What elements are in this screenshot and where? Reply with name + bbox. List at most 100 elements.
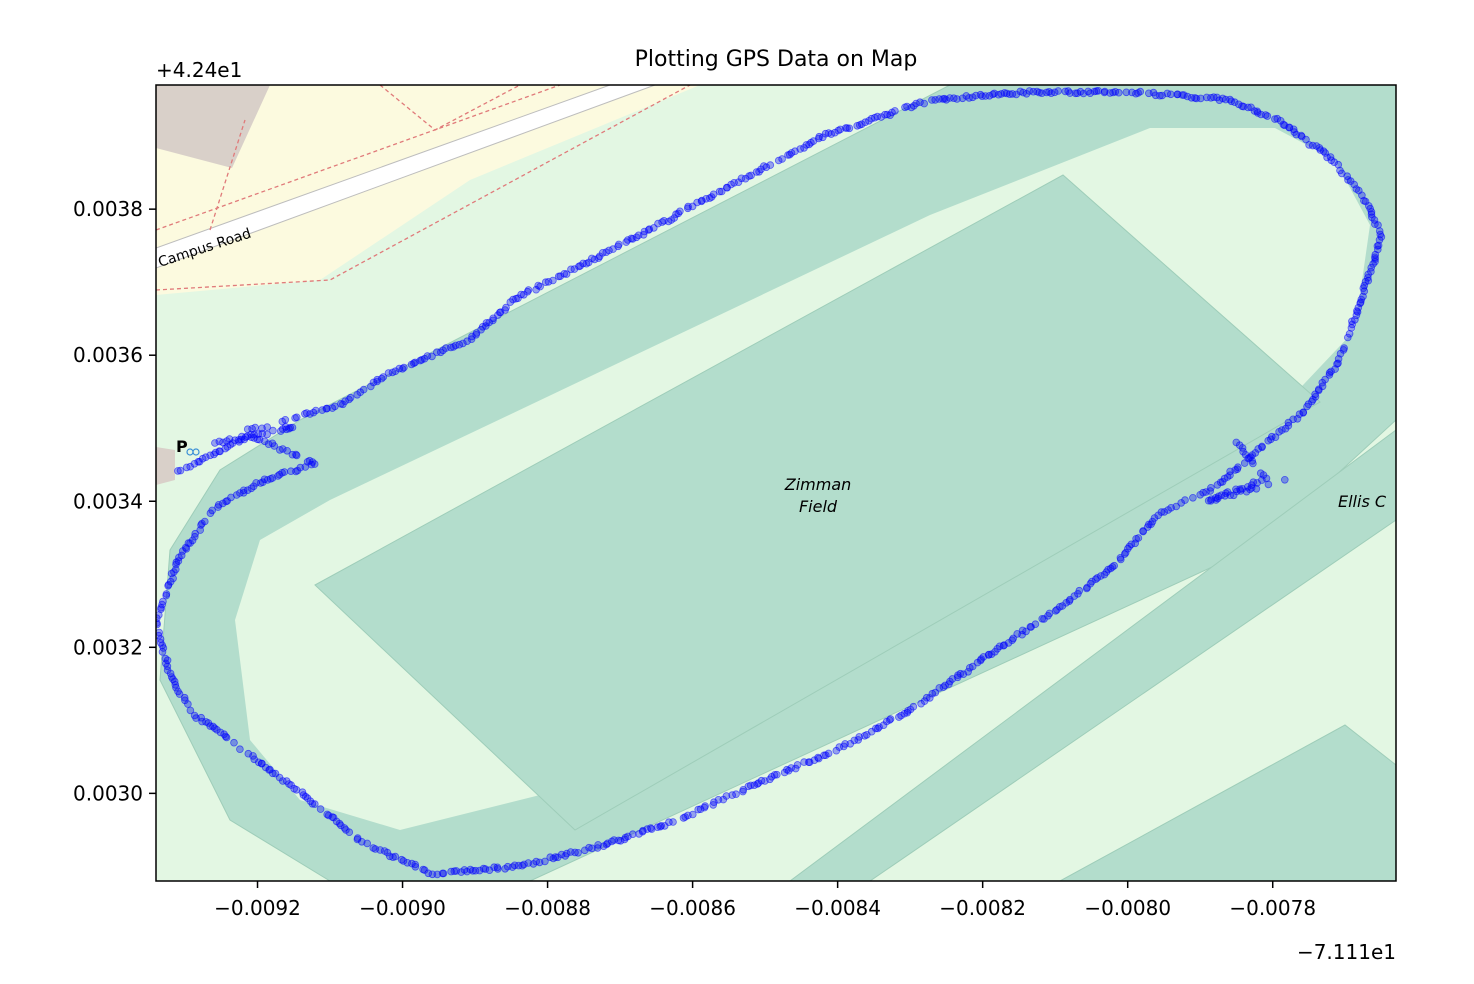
gps-point (958, 94, 967, 103)
gps-point (688, 810, 697, 819)
gps-point (1345, 329, 1354, 338)
gps-point (1160, 508, 1169, 516)
gps-point (752, 168, 761, 176)
gps-point (1254, 445, 1262, 453)
gps-point (316, 805, 325, 813)
gps-point (1122, 88, 1131, 97)
gps-point (1340, 344, 1348, 352)
gps-point (1258, 442, 1266, 451)
gps-point (669, 818, 677, 826)
campus-road (156, 85, 656, 269)
gps-point (553, 853, 562, 862)
gps-point (239, 488, 248, 497)
gps-point (345, 828, 354, 836)
gps-point (292, 451, 301, 460)
gps-point (1128, 88, 1136, 97)
gps-point (1073, 89, 1082, 97)
gps-point (239, 486, 248, 495)
gps-point (1093, 574, 1102, 582)
gps-point (383, 848, 392, 857)
gps-point (489, 316, 497, 325)
x-tick-label: −0.0084 (794, 896, 881, 920)
gps-point (644, 226, 653, 234)
adjacent-pitch-2 (1059, 724, 1396, 881)
gps-point (475, 866, 484, 875)
gps-point (588, 844, 596, 853)
gps-point (580, 846, 589, 855)
gps-point (263, 430, 271, 439)
gps-point (722, 183, 731, 192)
gps-point (439, 869, 448, 878)
gps-point (881, 110, 889, 119)
gps-point (1281, 475, 1289, 484)
gps-point (1375, 227, 1384, 235)
gps-point (906, 705, 915, 714)
gps-point (920, 99, 928, 108)
gps-point (977, 655, 985, 663)
gps-point (886, 715, 895, 723)
gps-point (174, 467, 182, 475)
gps-point (395, 364, 404, 373)
gps-point (544, 277, 553, 286)
gps-point (1367, 267, 1375, 276)
gps-point (554, 272, 563, 281)
gps-point (549, 276, 557, 285)
gps-point (1090, 87, 1099, 96)
gps-point (603, 839, 612, 848)
gps-point (278, 777, 287, 785)
gps-point (1264, 480, 1273, 489)
gps-point (384, 369, 393, 377)
gps-point (328, 404, 337, 412)
y-tick-label: 0.0030 (73, 781, 143, 805)
gps-point (399, 857, 408, 865)
x-tick-label: −0.0086 (649, 896, 736, 920)
gps-point (467, 335, 476, 344)
gps-point (493, 865, 502, 873)
gps-point (1235, 441, 1244, 450)
gps-point (184, 700, 192, 708)
gps-point (366, 382, 375, 391)
gps-point (202, 453, 210, 462)
gps-point (260, 437, 269, 446)
gps-point (1075, 586, 1084, 595)
gps-point (770, 771, 779, 779)
gps-point (236, 745, 244, 753)
gps-point (1031, 620, 1040, 628)
gps-point (182, 544, 191, 553)
gps-point (1334, 160, 1343, 169)
gps-point (278, 425, 287, 433)
gps-point (278, 417, 287, 426)
gps-point (1327, 367, 1335, 376)
gps-point (532, 285, 540, 294)
gps-point (710, 798, 718, 806)
gps-point (1371, 253, 1379, 262)
gps-point (985, 650, 993, 659)
gps-point (627, 234, 636, 243)
gps-point (658, 218, 666, 226)
gps-point (672, 210, 680, 219)
gps-point (1234, 100, 1243, 109)
gps-point (994, 90, 1003, 99)
gps-point (702, 195, 710, 203)
x-tick-label: −0.0080 (1084, 896, 1171, 920)
gps-point (824, 749, 833, 758)
gps-point (928, 96, 936, 104)
gps-point (1311, 392, 1320, 401)
gps-point (510, 861, 519, 870)
gps-point (1367, 210, 1376, 219)
gps-point (949, 94, 958, 102)
gps-point (266, 765, 274, 774)
gps-point (1273, 114, 1282, 123)
gps-point (774, 156, 783, 165)
gps-point (1022, 627, 1030, 636)
gps-point (257, 759, 266, 768)
gps-point (575, 262, 583, 271)
gps-point (1364, 270, 1372, 279)
map-label-field-1: Zimman (784, 475, 852, 494)
gps-point (901, 103, 909, 112)
gps-point (1064, 87, 1072, 95)
gps-point (186, 706, 195, 715)
gps-point (562, 849, 571, 858)
gps-point (506, 298, 515, 306)
